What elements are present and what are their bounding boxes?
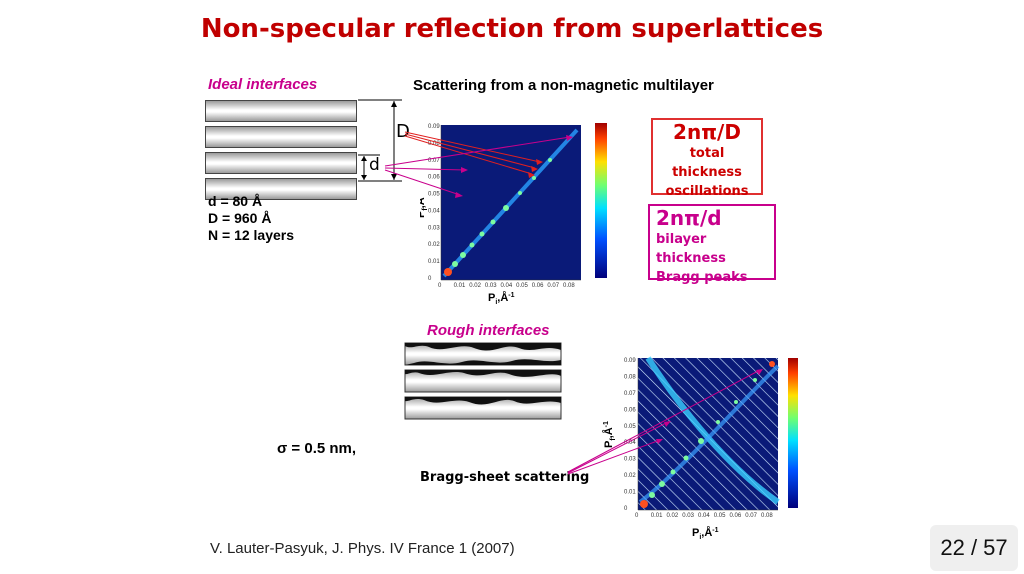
y-tick-label: 0.06 [624, 407, 636, 413]
ideal-layer [205, 126, 357, 148]
x-axis-label: Pi,Å-1 [488, 291, 515, 306]
annotation-arrows-bottom [567, 369, 763, 475]
y-tick-label: 0.02 [624, 473, 636, 479]
y-tick-label: 0.09 [624, 358, 636, 364]
x-tick-label: 0.07 [745, 513, 757, 519]
bragg-sheet-curve [645, 356, 780, 505]
x-axis-label: Pi,Å-1 [692, 526, 719, 541]
x-tick-labels: 0 0.01 0.02 0.03 0.04 0.05 0.06 0.07 0.08 [438, 283, 575, 289]
scatter-title: Scattering from a non-magnetic multilaye… [413, 77, 714, 94]
rough-layer-stack [404, 342, 562, 420]
x-tick-label: 0 [438, 283, 442, 289]
param-N: N = 12 layers [208, 227, 295, 243]
y-tick-label: 0 [624, 506, 628, 512]
ideal-layer [205, 152, 357, 174]
y-tick-label: 0.07 [624, 391, 636, 397]
param-d: d = 80 Å [208, 193, 263, 209]
ideal-scattering-map: 0 0.01 0.02 0.03 0.04 0.05 0.06 0.07 0.08 00.010… [420, 123, 607, 306]
y-tick-label: 0.05 [428, 192, 440, 198]
box-total-line2: oscillations [665, 184, 749, 199]
y-tick-label: 0.03 [624, 457, 636, 463]
y-tick-label: 0.01 [428, 259, 440, 265]
box-total-line1: total thickness [672, 146, 742, 180]
ideal-interfaces-label: Ideal interfaces [208, 76, 318, 93]
y-tick-label: 0.02 [428, 242, 440, 248]
x-tick-label: 0.05 [516, 283, 528, 289]
x-tick-label: 0.03 [485, 283, 497, 289]
x-tick-label: 0.03 [682, 513, 694, 519]
y-tick-label: 0.06 [428, 175, 440, 181]
x-tick-label: 0.08 [761, 513, 773, 519]
x-tick-label: 0 [635, 513, 639, 519]
x-tick-labels: 0 0.01 0.02 0.03 0.04 0.05 0.06 0.07 0.08 [635, 513, 773, 519]
citation: V. Lauter-Pasyuk, J. Phys. IV France 1 (… [210, 540, 515, 557]
y-tick-labels: 0 0.01 0.02 0.03 0.04 0.05 0.06 0.07 0.08 0.09 [624, 358, 636, 512]
x-tick-label: 0.02 [469, 283, 481, 289]
y-tick-label: 0.09 [428, 124, 440, 130]
ideal-layer-stack [205, 100, 357, 200]
y-tick-label: 0.03 [428, 225, 440, 231]
slide-title: Non-specular reflection from superlattic… [200, 14, 824, 44]
bragg-peaks [444, 158, 552, 276]
x-tick-label: 0.06 [730, 513, 742, 519]
y-tick-label: 0.05 [624, 424, 636, 430]
dimension-markers [358, 99, 402, 182]
box-bilayer-line2: Bragg peaks [656, 270, 748, 285]
rough-scattering-map: 0 0.01 0.02 0.03 0.04 0.05 0.06 0.07 0.08 00.010… [602, 356, 798, 541]
colorbar [788, 358, 798, 508]
colorbar [595, 123, 607, 278]
y-axis-label: Pf,Å-1 [602, 421, 617, 448]
sigma-value: σ = 0.5 nm, [277, 440, 357, 457]
y-axis-label: Pf,Å-1 [420, 191, 429, 218]
page-counter: 22 / 57 [930, 525, 1018, 571]
x-tick-label: 0.04 [501, 283, 513, 289]
x-tick-label: 0.07 [547, 283, 559, 289]
y-tick-label: 0.04 [428, 208, 440, 214]
rough-interfaces-label: Rough interfaces [427, 322, 550, 339]
ideal-layer [205, 100, 357, 122]
bilayer-thickness-box: 2nπ/d bilayer thickness Bragg peaks [648, 204, 776, 285]
dimension-d-label: d [369, 155, 380, 175]
x-tick-label: 0.01 [651, 513, 663, 519]
layer-parameters: d = 80 Å D = 960 Å N = 12 layers [208, 193, 294, 244]
annotation-arrows-top [384, 131, 573, 198]
bragg-peaks [640, 361, 775, 508]
box-bilayer-line1: bilayer thickness [656, 232, 726, 266]
x-tick-label: 0.05 [714, 513, 726, 519]
y-tick-label: 0 [428, 276, 432, 282]
total-thickness-box: 2nπ/D total thickness oscillations [651, 118, 763, 199]
bragg-sheet-label: Bragg-sheet scattering [420, 470, 590, 485]
param-D: D = 960 Å [208, 210, 272, 226]
y-tick-label: 0.04 [624, 440, 636, 446]
x-tick-label: 0.02 [667, 513, 679, 519]
x-tick-label: 0.06 [532, 283, 544, 289]
ideal-layer [205, 178, 357, 200]
formula-2npi-d: 2nπ/d [656, 206, 722, 230]
y-tick-label: 0.01 [624, 490, 636, 496]
y-tick-label: 0.08 [428, 141, 440, 147]
specular-line [442, 128, 579, 278]
y-tick-label: 0.08 [624, 374, 636, 380]
x-tick-label: 0.08 [563, 283, 575, 289]
x-tick-label: 0.01 [454, 283, 466, 289]
y-tick-labels: 0 0.01 0.02 0.03 0.04 0.05 0.06 0.07 0.08 0.09 [428, 124, 440, 282]
y-tick-label: 0.07 [428, 158, 440, 164]
x-tick-label: 0.04 [698, 513, 710, 519]
formula-2npi-D: 2nπ/D [673, 120, 741, 144]
